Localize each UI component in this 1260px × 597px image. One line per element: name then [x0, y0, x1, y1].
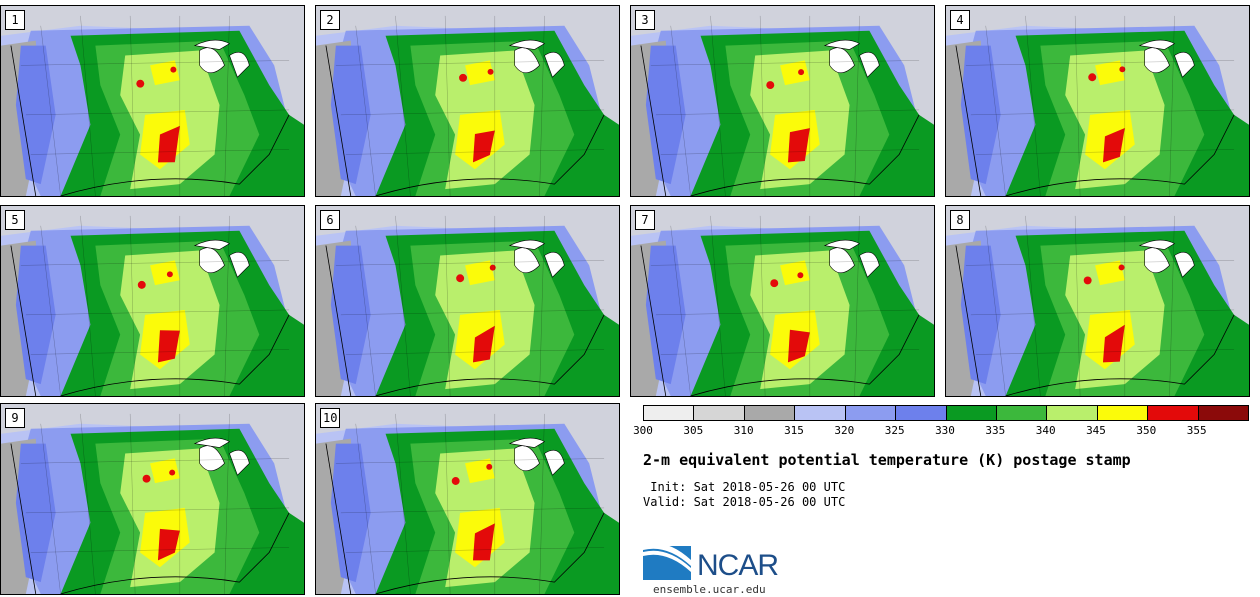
colorbar-tick-label: 320	[834, 424, 855, 437]
colorbar-tick-label: 335	[985, 424, 1006, 437]
member-panel: 6	[315, 205, 620, 397]
colorbar-tick-label: 305	[683, 424, 704, 437]
logo-text: NCAR	[697, 549, 779, 582]
member-panel: 2	[315, 5, 620, 197]
plot-title: 2-m equivalent potential temperature (K)…	[643, 451, 1131, 469]
valid-time: Valid: Sat 2018-05-26 00 UTC	[643, 495, 846, 509]
member-number-label: 7	[635, 210, 655, 230]
member-number-label: 1	[5, 10, 25, 30]
member-number-label: 4	[950, 10, 970, 30]
colorbar-bar	[643, 405, 1249, 421]
ncar-logo-icon	[643, 542, 691, 580]
colorbar-tick-label: 315	[784, 424, 804, 437]
colorbar-segment	[744, 406, 796, 420]
member-panel: 1	[0, 5, 305, 197]
colorbar-tick-label: 300	[633, 424, 653, 437]
colorbar: 300 305 310 315 320 325 330 335 340 345 350 355	[633, 405, 1249, 441]
init-time: Init: Sat 2018-05-26 00 UTC	[643, 480, 846, 494]
colorbar-tick-label: 330	[935, 424, 955, 437]
colorbar-segment	[694, 406, 745, 420]
member-panel: 10	[315, 403, 620, 595]
colorbar-segment	[845, 406, 897, 420]
colorbar-tick-label: 340	[1035, 424, 1056, 437]
colorbar-tick-label: 355	[1186, 424, 1207, 437]
member-number-label: 2	[320, 10, 340, 30]
member-panel: 3	[630, 5, 935, 197]
colorbar-segment	[1047, 406, 1098, 420]
colorbar-segment	[644, 406, 695, 420]
colorbar-segment	[896, 406, 947, 420]
colorbar-tick-label: 350	[1136, 424, 1157, 437]
colorbar-segment	[946, 406, 997, 420]
member-number-label: 3	[635, 10, 655, 30]
member-number-label: 9	[5, 408, 25, 428]
member-number-label: 10	[320, 408, 341, 428]
colorbar-segment	[996, 406, 1048, 420]
colorbar-tick-label: 345	[1086, 424, 1106, 437]
member-panel: 7	[630, 205, 935, 397]
colorbar-tick-label: 325	[884, 424, 905, 437]
colorbar-tick-label: 310	[733, 424, 754, 437]
member-panel: 9	[0, 403, 305, 595]
member-panel: 4	[945, 5, 1250, 197]
member-number-label: 5	[5, 210, 25, 230]
colorbar-segment	[1097, 406, 1149, 420]
member-panel: 5	[0, 205, 305, 397]
member-number-label: 8	[950, 210, 970, 230]
colorbar-segment	[795, 406, 846, 420]
site-url: ensemble.ucar.edu	[653, 583, 766, 596]
colorbar-segment	[1198, 406, 1249, 420]
member-panel: 8	[945, 205, 1250, 397]
colorbar-segment	[1148, 406, 1199, 420]
member-number-label: 6	[320, 210, 340, 230]
